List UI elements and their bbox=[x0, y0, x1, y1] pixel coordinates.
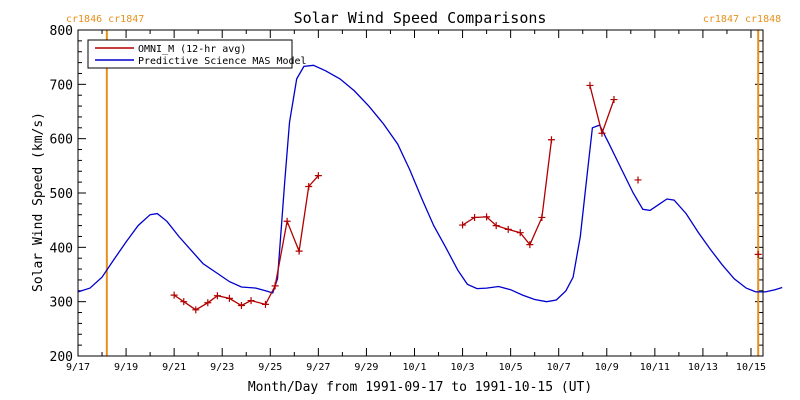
x-tick-label: 10/15 bbox=[736, 362, 766, 373]
data-point-omni bbox=[459, 221, 467, 229]
data-point-omni bbox=[754, 250, 762, 258]
legend-label-mas: Predictive Science MAS Model bbox=[138, 56, 307, 67]
y-tick-label: 500 bbox=[50, 187, 73, 202]
data-point-omni bbox=[526, 241, 534, 249]
data-point-omni bbox=[610, 96, 618, 104]
x-tick-label: 9/23 bbox=[210, 362, 234, 373]
x-tick-label: 9/25 bbox=[258, 362, 282, 373]
carrington-marker-label: cr1846 cr1847 bbox=[66, 14, 144, 25]
data-point-omni bbox=[247, 297, 255, 305]
data-point-omni bbox=[538, 213, 546, 221]
data-point-omni bbox=[634, 176, 642, 184]
data-point-omni bbox=[180, 298, 188, 306]
y-tick-label: 600 bbox=[50, 133, 73, 148]
y-tick-label: 200 bbox=[50, 350, 73, 365]
y-axis-label: Solar Wind Speed (km/s) bbox=[31, 112, 46, 292]
data-point-omni bbox=[305, 182, 313, 190]
x-tick-label: 10/1 bbox=[402, 362, 426, 373]
data-point-omni bbox=[547, 136, 555, 144]
y-tick-label: 800 bbox=[50, 24, 73, 39]
data-point-omni bbox=[192, 306, 200, 314]
x-tick-label: 10/13 bbox=[688, 362, 718, 373]
legend-label-omni: OMNI_M (12-hr avg) bbox=[138, 44, 246, 55]
legend-box bbox=[87, 39, 293, 69]
x-tick-label: 9/19 bbox=[114, 362, 138, 373]
data-point-omni bbox=[283, 217, 291, 225]
y-tick-label: 700 bbox=[50, 78, 73, 93]
x-tick-label: 10/3 bbox=[451, 362, 475, 373]
plot-frame bbox=[77, 29, 764, 357]
x-tick-label: 9/17 bbox=[66, 362, 90, 373]
data-point-omni bbox=[492, 222, 500, 230]
x-tick-label: 9/21 bbox=[162, 362, 186, 373]
x-tick-label: 10/9 bbox=[595, 362, 619, 373]
data-point-omni bbox=[504, 225, 512, 233]
series-line-omni bbox=[589, 85, 615, 136]
data-point-omni bbox=[586, 81, 594, 89]
data-point-omni bbox=[483, 213, 491, 221]
data-point-omni bbox=[237, 301, 245, 309]
x-tick-label: 9/29 bbox=[354, 362, 378, 373]
data-point-omni bbox=[170, 291, 178, 299]
data-point-omni bbox=[204, 299, 212, 307]
x-axis-label: Month/Day from 1991-09-17 to 1991-10-15 … bbox=[248, 380, 592, 395]
data-point-omni bbox=[598, 129, 606, 137]
data-point-omni bbox=[295, 247, 303, 255]
x-tick-label: 10/5 bbox=[499, 362, 523, 373]
data-point-omni bbox=[314, 172, 322, 180]
series-line-mas bbox=[77, 64, 783, 303]
y-tick-label: 300 bbox=[50, 296, 73, 311]
data-point-omni bbox=[516, 229, 524, 237]
plot-area bbox=[77, 29, 783, 357]
x-tick-label: 9/27 bbox=[306, 362, 330, 373]
data-point-omni bbox=[471, 213, 479, 221]
chart-title: Solar Wind Speed Comparisons bbox=[294, 9, 547, 27]
y-tick-label: 400 bbox=[50, 241, 73, 256]
data-point-omni bbox=[271, 282, 279, 290]
data-point-omni bbox=[225, 294, 233, 302]
series-line-omni bbox=[173, 175, 319, 311]
x-tick-label: 10/7 bbox=[547, 362, 571, 373]
data-point-omni bbox=[261, 300, 269, 308]
legend: OMNI_M (12-hr avg) Predictive Science MA… bbox=[87, 39, 307, 69]
carrington-marker-label: cr1847 cr1848 bbox=[703, 14, 781, 25]
data-point-omni bbox=[213, 292, 221, 300]
x-tick-label: 10/11 bbox=[640, 362, 670, 373]
